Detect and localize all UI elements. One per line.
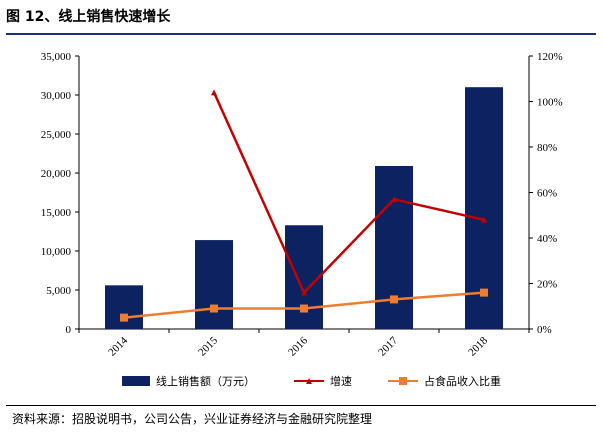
source-rule <box>6 405 596 406</box>
legend-marker-food-income-share <box>399 377 407 385</box>
right-axis-tick-label: 40% <box>537 233 557 245</box>
right-axis-tick-label: 100% <box>537 97 563 109</box>
left-axis-tick-label: 15,000 <box>41 207 72 219</box>
left-axis-tick-label: 5,000 <box>46 285 71 297</box>
right-axis-tick-label: 0% <box>537 324 552 336</box>
growth-rate-point <box>391 196 397 203</box>
legend-label-online-sales: 线上销售额（万元） <box>156 374 255 388</box>
growth-rate-point <box>481 216 487 223</box>
growth-rate-line <box>212 91 485 294</box>
left-axis-tick-label: 10,000 <box>41 246 72 258</box>
left-axis-tick-label: 35,000 <box>41 51 72 63</box>
right-axis-tick-label: 60% <box>537 188 557 200</box>
bar-online-sales <box>195 240 233 329</box>
food-income-share-point <box>210 304 218 313</box>
right-axis-tick-label: 20% <box>537 279 557 291</box>
food-income-share-point <box>300 304 308 313</box>
bar-online-sales <box>375 165 413 329</box>
left-axis-tick-label: 25,000 <box>41 129 72 141</box>
legend-label-growth-rate: 增速 <box>330 374 352 388</box>
growth-rate-point <box>301 289 307 296</box>
food-income-share-point <box>120 313 128 322</box>
food-income-share-point <box>480 288 488 297</box>
left-axis-tick-label: 30,000 <box>41 90 72 102</box>
left-axis-tick-label: 0 <box>66 324 72 336</box>
x-axis-tick-label: 2018 <box>466 334 490 358</box>
chart-axes: 0 5,000 10,000 15,000 20,000 25,000 30,000 35,0… <box>41 51 563 359</box>
legend-swatch-online-sales <box>122 376 150 386</box>
figure-title: 图 12、线上销售快速增长 <box>6 9 171 25</box>
title-rule <box>6 33 596 35</box>
chart-legend: 线上销售额（万元） 增速 占食品收入比重 <box>122 374 501 388</box>
line-series <box>120 89 488 322</box>
x-axis-tick-label: 2014 <box>106 334 130 358</box>
source-note: 资料来源：招股说明书，公司公告，兴业证券经济与金融研究院整理 <box>12 412 373 426</box>
legend-marker-growth-rate <box>306 378 312 384</box>
x-axis-tick-label: 2016 <box>286 334 310 358</box>
bar-online-sales <box>105 285 143 329</box>
right-axis-tick-label: 120% <box>537 51 563 63</box>
left-axis-tick-label: 20,000 <box>41 168 72 180</box>
growth-rate-point <box>211 89 217 96</box>
food-income-share-point <box>390 295 398 304</box>
right-axis-tick-label: 80% <box>537 142 557 154</box>
x-axis-tick-label: 2017 <box>376 334 400 358</box>
x-axis-tick-label: 2015 <box>196 334 220 358</box>
legend-label-food-income-share: 占食品收入比重 <box>424 374 501 388</box>
